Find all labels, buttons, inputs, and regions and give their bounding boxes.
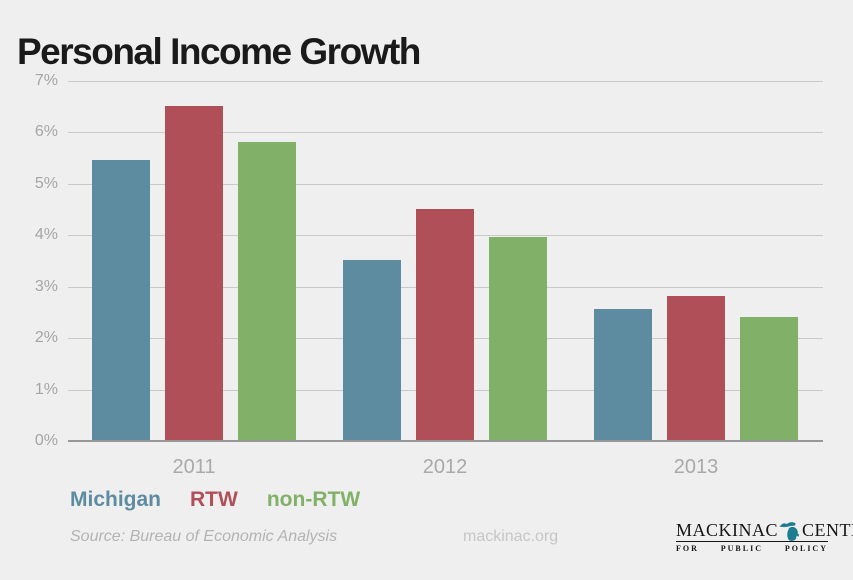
bar-non-rtw-2013 [740, 316, 798, 440]
y-tick-label-5-: 5% [34, 174, 58, 192]
logo-name-right: CENTER [802, 520, 853, 540]
michigan-map-icon [779, 522, 800, 541]
x-axis-line [68, 440, 823, 442]
bar-chart-plot-area: 0% 1% 2% 3% 4% 5% 6% 7% 2011 2012 2013 [35, 72, 823, 478]
logo-tagline-word: FOR [676, 544, 699, 553]
gridline-7- [68, 81, 823, 82]
bar-michigan-2012 [343, 260, 401, 440]
logo-tagline-word: POLICY [784, 544, 828, 553]
bar-group-2011 [92, 80, 296, 440]
bar-michigan-2013 [594, 308, 652, 440]
bar-non-rtw-2011 [238, 141, 296, 440]
x-tick-label-2013: 2013 [673, 456, 719, 478]
gridline-6- [68, 132, 823, 134]
x-tick-label-2011: 2011 [172, 456, 216, 478]
y-tick-label-2-: 2% [34, 329, 58, 347]
y-tick-label-4-: 4% [34, 226, 58, 244]
x-tick-label-2012: 2012 [422, 456, 468, 478]
legend-item-rtw: RTW [190, 488, 238, 511]
bar-rtw-2011 [165, 105, 223, 440]
y-tick-label-0-: 0% [34, 432, 58, 449]
logo-divider [676, 541, 828, 542]
logo-tagline-word: PUBLIC [720, 544, 763, 553]
bar-michigan-2011 [92, 159, 150, 440]
bar-group-2012 [343, 80, 547, 440]
legend-item-non-rtw: non-RTW [266, 488, 361, 511]
bar-non-rtw-2012 [489, 236, 547, 440]
y-tick-label-7-: 7% [34, 72, 58, 89]
mackinac-center-logo: MACKINAC CENTER FOR PUBLIC POLICY [676, 517, 853, 553]
bar-group-2013 [594, 80, 798, 440]
y-tick-label-3-: 3% [34, 277, 58, 295]
chart-legend: Michigan RTW non-RTW [70, 488, 360, 512]
logo-name-left: MACKINAC [676, 520, 779, 540]
logo-tagline: FOR PUBLIC POLICY [676, 544, 828, 553]
y-tick-label-1-: 1% [34, 380, 58, 398]
gridline-5- [68, 183, 823, 185]
website-url: mackinac.org [463, 528, 559, 545]
logo-name-row: MACKINAC CENTER [676, 517, 853, 541]
y-tick-label-6-: 6% [34, 123, 58, 141]
page-title: Personal Income Growth [17, 30, 421, 72]
legend-item-michigan: Michigan [70, 488, 162, 511]
bar-rtw-2012 [416, 208, 474, 440]
bar-rtw-2013 [667, 296, 725, 440]
source-attribution: Source: Bureau of Economic Analysis [70, 528, 338, 545]
